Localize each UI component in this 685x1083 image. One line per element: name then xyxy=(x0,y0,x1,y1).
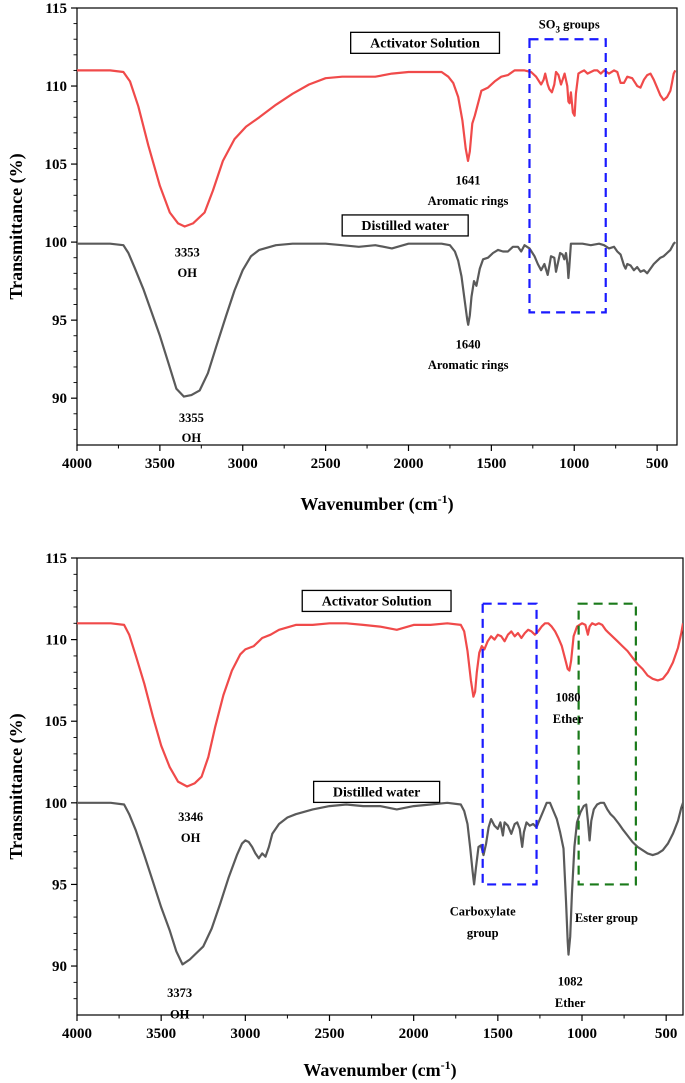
y-tick-label: 95 xyxy=(52,877,67,893)
x-tick-label: 1000 xyxy=(567,1026,597,1042)
y-tick-label: 105 xyxy=(45,714,68,730)
peak-annotation: 3346 xyxy=(178,810,203,824)
peak-annotation: OH xyxy=(181,831,201,845)
peak-annotation: 1082 xyxy=(558,975,583,989)
x-tick-label: 3500 xyxy=(146,1026,176,1042)
x-tick-label: 3000 xyxy=(228,456,258,472)
x-axis-title: Wavenumber (cm-1) xyxy=(300,492,453,515)
y-tick-label: 115 xyxy=(45,551,67,567)
peak-annotation: Carboxylate xyxy=(450,905,516,919)
series-label: Distilled water xyxy=(361,219,448,234)
peak-annotation: OH xyxy=(177,266,197,280)
x-tick-label: 2000 xyxy=(399,1026,429,1042)
y-tick-label: 105 xyxy=(45,157,68,173)
group-box-label-sub: 3 xyxy=(555,25,560,35)
group-box xyxy=(577,602,637,886)
peak-annotation: group xyxy=(467,926,499,940)
peak-annotation: 3355 xyxy=(179,411,204,425)
series-label-box xyxy=(312,780,441,804)
y-tick-label: 110 xyxy=(45,633,67,649)
peak-annotation: 3373 xyxy=(167,986,192,1000)
series-line-activator-solution xyxy=(77,622,683,788)
x-tick-label: 3500 xyxy=(145,456,175,472)
y-tick-label: 90 xyxy=(52,959,67,975)
series-label: Activator Solution xyxy=(370,36,480,51)
x-axis-title-main: Wavenumber (cm xyxy=(300,494,437,515)
x-tick-label: 2000 xyxy=(393,456,423,472)
series-line-distilled-water xyxy=(77,801,683,966)
x-tick-label: 500 xyxy=(655,1026,678,1042)
x-tick-label: 1500 xyxy=(483,1026,513,1042)
y-axis-title: Transmittance (%) xyxy=(6,153,27,299)
x-tick-label: 500 xyxy=(646,456,669,472)
y-tick-label: 95 xyxy=(52,313,67,329)
peak-annotation: OH xyxy=(170,1007,190,1021)
peak-annotation: 1080 xyxy=(556,691,581,705)
peak-annotation: Aromatic rings xyxy=(428,194,509,208)
group-box-label-rest: groups xyxy=(560,18,600,32)
series-line-activator-solution xyxy=(77,69,677,228)
y-tick-label: 110 xyxy=(45,79,67,95)
y-tick-label: 100 xyxy=(45,796,68,812)
y-tick-label: 90 xyxy=(52,391,67,407)
peak-annotation: 3353 xyxy=(175,245,200,259)
group-box-label: SO3 groups xyxy=(539,18,600,35)
x-axis-title-main: Wavenumber (cm xyxy=(303,1060,440,1081)
y-tick-label: 100 xyxy=(45,235,68,251)
series-label: Activator Solution xyxy=(322,594,432,609)
peak-annotation: Ether xyxy=(553,712,584,726)
x-axis-title-sup: -1 xyxy=(438,492,448,506)
x-tick-label: 4000 xyxy=(62,1026,92,1042)
x-axis-title-close: ) xyxy=(451,1060,457,1081)
series-label: Distilled water xyxy=(333,785,420,800)
x-axis-title-close: ) xyxy=(448,494,454,515)
series-label-box xyxy=(350,31,501,54)
series-label-box xyxy=(301,589,452,613)
series-line-distilled-water xyxy=(77,241,677,398)
peak-annotation: Aromatic rings xyxy=(428,358,509,372)
group-box xyxy=(528,38,607,314)
series-label-box xyxy=(341,214,469,237)
peak-annotation: Ether xyxy=(555,996,586,1010)
peak-annotation: 1640 xyxy=(456,338,481,352)
x-tick-label: 2500 xyxy=(311,456,341,472)
x-tick-label: 1500 xyxy=(476,456,506,472)
y-axis-title: Transmittance (%) xyxy=(6,713,27,859)
x-tick-label: 1000 xyxy=(559,456,589,472)
panel-2: 4000 3500 3000 2500 2000 1500 1000 500 90 95 100 10… xyxy=(6,551,684,1081)
x-tick-label: 2500 xyxy=(315,1026,345,1042)
peak-annotation: 1641 xyxy=(455,174,480,188)
x-tick-label: 4000 xyxy=(62,456,92,472)
group-box-label-main: SO xyxy=(539,18,556,32)
y-tick-label: 115 xyxy=(45,1,67,17)
x-tick-label: 3000 xyxy=(230,1026,260,1042)
panel-1: 4000 3500 3000 2500 2000 1500 1000 500 90 95 100 10… xyxy=(6,1,678,515)
x-axis-title: Wavenumber (cm-1) xyxy=(303,1058,456,1081)
peak-annotation: OH xyxy=(182,431,202,445)
x-axis-title-sup: -1 xyxy=(441,1058,451,1072)
group-box xyxy=(481,602,538,886)
peak-annotation: Ester group xyxy=(575,911,638,925)
